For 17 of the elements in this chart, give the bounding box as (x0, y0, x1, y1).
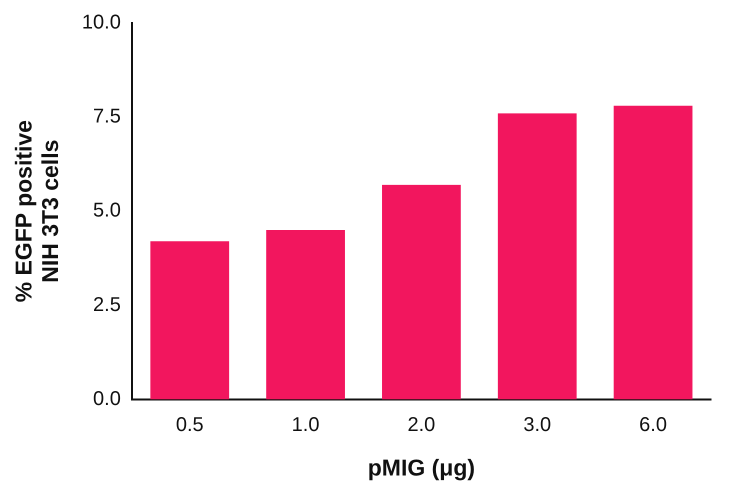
y-tick-label: 0.0 (93, 388, 121, 410)
x-tick-label: 2.0 (408, 414, 436, 436)
y-tick-label: 7.5 (93, 106, 121, 128)
x-axis-title: pMIG (μg) (368, 454, 476, 481)
bar (266, 230, 345, 400)
x-tick-label: 1.0 (292, 414, 320, 436)
x-tick-label: 0.5 (176, 414, 204, 436)
y-axis-title: % EGFP positive NIH 3T3 cells (10, 120, 64, 302)
x-tick-label: 6.0 (639, 414, 667, 436)
y-tick-label: 2.5 (93, 294, 121, 316)
y-tick-label: 5.0 (93, 200, 121, 222)
bar (498, 113, 577, 400)
y-tick-label: 10.0 (82, 12, 121, 34)
bar (150, 241, 230, 400)
bar (382, 184, 461, 400)
bar (614, 106, 692, 400)
x-tick-label: 3.0 (523, 414, 552, 436)
